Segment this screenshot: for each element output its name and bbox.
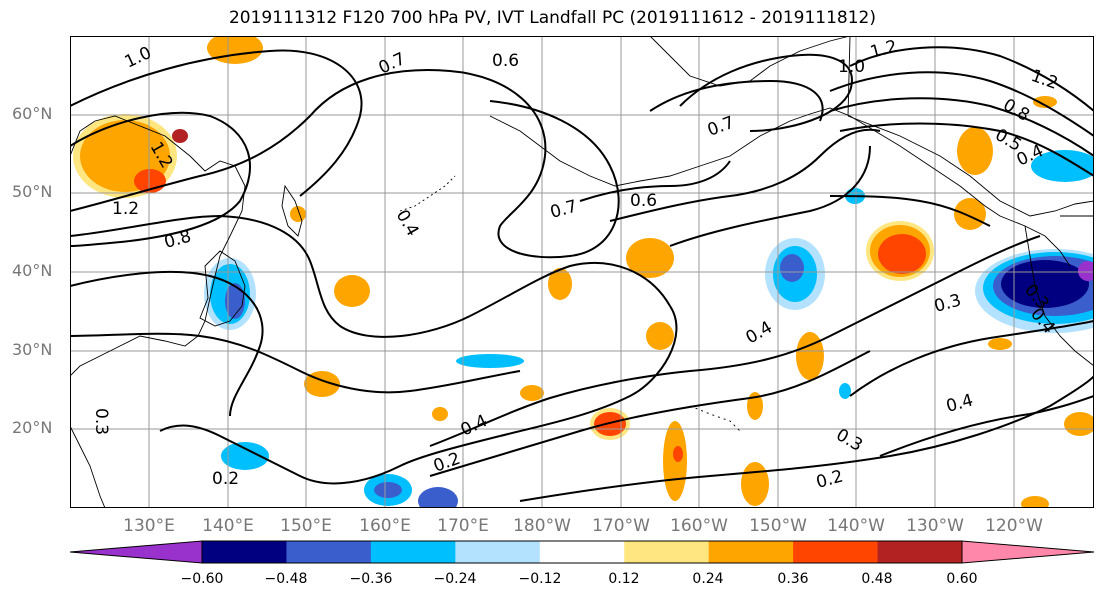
colorbar-segment	[624, 541, 710, 563]
lat-label-50n: 50°N	[12, 182, 53, 201]
lon-label-120w: 120°W	[985, 516, 1043, 536]
anomaly-patch	[594, 412, 626, 436]
anomaly-patch	[1031, 150, 1094, 182]
anomaly-patch	[432, 407, 448, 421]
colorbar-tick: −0.36	[349, 571, 393, 587]
anomaly-patch	[334, 275, 370, 307]
anomaly-patch	[1033, 96, 1057, 108]
anomaly-patch	[663, 421, 687, 501]
map-panel: 1.0 0.7 0.6 1.2 1.0 1.2 1.2 0.8 0.5 0.4 …	[70, 36, 1094, 508]
filled-anomalies	[73, 36, 1094, 508]
colorbar-segment	[286, 541, 372, 563]
plot-title: 2019111312 F120 700 hPa PV, IVT Landfall…	[228, 8, 876, 28]
contour-label: 0.2	[212, 469, 239, 489]
contour-label: 0.6	[492, 51, 519, 71]
anomaly-patch	[673, 446, 683, 462]
lon-label-140w: 140°W	[827, 516, 885, 536]
lon-label-140e: 140°E	[202, 516, 254, 536]
colorbar-canvas	[69, 540, 1095, 564]
anomaly-patch	[646, 322, 674, 350]
anomaly-patch	[221, 442, 269, 470]
map-canvas: 1.0 0.7 0.6 1.2 1.0 1.2 1.2 0.8 0.5 0.4 …	[70, 36, 1094, 508]
colorbar-tick: −0.60	[180, 571, 224, 587]
anomaly-patch	[290, 206, 306, 222]
anomaly-patch	[954, 198, 986, 230]
lon-label-170e: 170°E	[437, 516, 489, 536]
colorbar-segment	[962, 541, 1094, 563]
contour-label: 0.3	[91, 408, 111, 435]
colorbar-tick: −0.48	[264, 571, 308, 587]
lon-label-160w: 160°W	[670, 516, 728, 536]
colorbar-tick: −0.12	[518, 571, 562, 587]
anomaly-patch	[520, 385, 544, 401]
colorbar-segment	[793, 541, 879, 563]
anomaly-patch	[957, 127, 993, 175]
anomaly-patch	[418, 487, 458, 508]
lon-label-150w: 150°W	[749, 516, 807, 536]
anomaly-patch	[1064, 412, 1094, 436]
pv-contours	[70, 46, 1094, 502]
contour-label: 1.2	[112, 199, 139, 219]
anomaly-patch	[1078, 261, 1094, 281]
colorbar-segments	[70, 541, 1094, 563]
colorbar-segment	[539, 541, 625, 563]
colorbar-tick: 0.36	[777, 571, 809, 587]
anomaly-patch	[747, 392, 763, 420]
map-frame	[70, 36, 1094, 508]
colorbar	[69, 540, 1095, 568]
lon-label-150e: 150°E	[280, 516, 332, 536]
colorbar-segment	[708, 541, 794, 563]
anomaly-patch	[1021, 496, 1049, 508]
lon-label-130w: 130°W	[906, 516, 964, 536]
lon-label-160e: 160°E	[359, 516, 411, 536]
lon-label-180w: 180°W	[513, 516, 571, 536]
anomaly-patch	[626, 238, 674, 278]
lat-label-40n: 40°N	[12, 261, 53, 280]
anomaly-patch	[796, 332, 824, 380]
anomaly-patch	[456, 354, 524, 368]
colorbar-segment	[455, 541, 541, 563]
colorbar-tick: 0.24	[692, 571, 724, 587]
anomaly-patch	[878, 234, 926, 274]
colorbar-segment	[70, 541, 202, 563]
colorbar-tick: 0.48	[861, 571, 893, 587]
anomaly-patch	[374, 482, 402, 498]
lat-label-30n: 30°N	[12, 340, 53, 359]
anomaly-patch	[780, 254, 804, 282]
colorbar-tick: 0.60	[946, 571, 978, 587]
anomaly-patch	[839, 383, 851, 399]
anomaly-patch	[988, 338, 1012, 350]
colorbar-segment	[370, 541, 456, 563]
anomaly-patch	[225, 283, 245, 319]
contour-label: 0.6	[630, 191, 657, 211]
lon-label-170w: 170°W	[592, 516, 650, 536]
anomaly-patch	[548, 268, 572, 300]
anomaly-patch	[172, 129, 188, 143]
lat-label-60n: 60°N	[12, 104, 53, 123]
colorbar-segment	[877, 541, 963, 563]
lon-label-130e: 130°E	[123, 516, 175, 536]
contour-label: 1.0	[838, 57, 865, 77]
anomaly-patch	[741, 462, 769, 506]
colorbar-segment	[202, 541, 287, 563]
lat-label-20n: 20°N	[12, 418, 53, 437]
colorbar-tick: 0.12	[608, 571, 640, 587]
colorbar-frame	[201, 540, 963, 564]
colorbar-tick: −0.24	[433, 571, 477, 587]
